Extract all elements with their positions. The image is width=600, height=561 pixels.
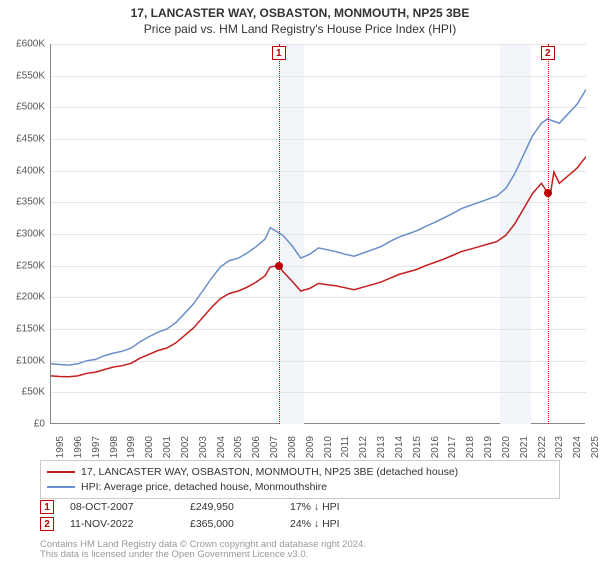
markers-box: 1 08-OCT-2007 £249,950 17% ↓ HPI 2 11-NO… xyxy=(40,500,560,534)
marker-badge-2: 2 xyxy=(40,517,54,531)
y-axis-label: £350K xyxy=(0,197,45,208)
y-axis-label: £150K xyxy=(0,324,45,335)
sale-dot xyxy=(275,262,283,270)
chart-svg xyxy=(51,44,586,424)
sale-dot xyxy=(544,189,552,197)
title-subtitle: Price paid vs. HM Land Registry's House … xyxy=(0,22,600,36)
y-axis-label: £400K xyxy=(0,165,45,176)
marker-price-2: £365,000 xyxy=(190,518,290,530)
y-axis-label: £450K xyxy=(0,134,45,145)
y-axis-label: £250K xyxy=(0,260,45,271)
marker-diff-2: 24% ↓ HPI xyxy=(290,518,410,530)
price-chart: £0£50K£100K£150K£200K£250K£300K£350K£400… xyxy=(50,44,585,424)
attribution-line1: Contains HM Land Registry data © Crown c… xyxy=(40,539,366,550)
y-axis-label: £550K xyxy=(0,70,45,81)
attribution-line2: This data is licensed under the Open Gov… xyxy=(40,549,308,560)
y-axis-label: £0 xyxy=(0,419,45,430)
y-axis-label: £100K xyxy=(0,355,45,366)
x-axis-label: 2025 xyxy=(590,436,600,466)
series-line-hpi xyxy=(51,90,586,366)
title-address: 17, LANCASTER WAY, OSBASTON, MONMOUTH, N… xyxy=(0,6,600,20)
x-axis-label: 2024 xyxy=(572,436,583,466)
chart-titles: 17, LANCASTER WAY, OSBASTON, MONMOUTH, N… xyxy=(0,6,600,36)
legend-label-paid: 17, LANCASTER WAY, OSBASTON, MONMOUTH, N… xyxy=(81,465,458,480)
y-axis-label: £300K xyxy=(0,229,45,240)
attribution: Contains HM Land Registry data © Crown c… xyxy=(40,540,560,561)
sale-marker-label: 1 xyxy=(272,46,286,60)
y-axis-label: £500K xyxy=(0,102,45,113)
marker-diff-1: 17% ↓ HPI xyxy=(290,501,410,513)
legend-swatch-paid xyxy=(47,471,75,473)
marker-date-2: 11-NOV-2022 xyxy=(70,518,190,530)
legend-swatch-hpi xyxy=(47,486,75,488)
legend-row-hpi: HPI: Average price, detached house, Monm… xyxy=(47,480,553,495)
y-axis-label: £600K xyxy=(0,39,45,50)
marker-date-1: 08-OCT-2007 xyxy=(70,501,190,513)
chart-container: 17, LANCASTER WAY, OSBASTON, MONMOUTH, N… xyxy=(0,0,600,560)
sale-marker-label: 2 xyxy=(541,46,555,60)
legend-label-hpi: HPI: Average price, detached house, Monm… xyxy=(81,480,327,495)
y-axis-label: £50K xyxy=(0,387,45,398)
legend-row-paid: 17, LANCASTER WAY, OSBASTON, MONMOUTH, N… xyxy=(47,465,553,480)
legend-box: 17, LANCASTER WAY, OSBASTON, MONMOUTH, N… xyxy=(40,460,560,499)
marker-badge-1: 1 xyxy=(40,500,54,514)
marker-price-1: £249,950 xyxy=(190,501,290,513)
marker-row-1: 1 08-OCT-2007 £249,950 17% ↓ HPI xyxy=(40,500,560,514)
y-axis-label: £200K xyxy=(0,292,45,303)
series-line-paid xyxy=(51,157,586,377)
marker-row-2: 2 11-NOV-2022 £365,000 24% ↓ HPI xyxy=(40,517,560,531)
